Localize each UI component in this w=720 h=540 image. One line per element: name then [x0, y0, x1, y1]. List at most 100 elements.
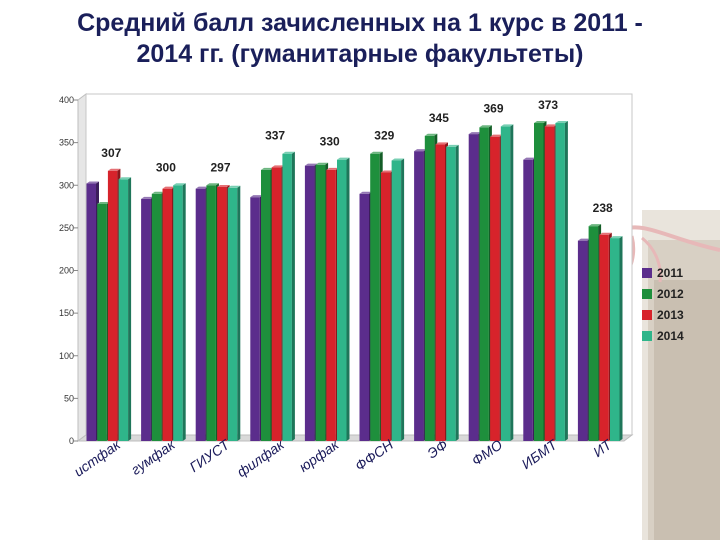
bar-top	[141, 196, 154, 199]
bar-top	[97, 202, 110, 205]
bar-front	[534, 123, 544, 441]
bar-front	[468, 134, 479, 441]
bar	[162, 186, 175, 441]
bar	[500, 124, 514, 442]
bar-top	[195, 186, 209, 189]
bar-side	[510, 124, 514, 442]
bar-side	[182, 183, 186, 441]
bar	[391, 158, 405, 441]
bar-side	[291, 151, 295, 441]
bar-front	[446, 146, 456, 441]
bar-front	[424, 135, 435, 441]
bar	[217, 184, 230, 441]
bar-top	[414, 149, 427, 152]
y-tick-label: 350	[59, 138, 74, 148]
bar-front	[107, 170, 118, 441]
y-tick-label: 0	[69, 436, 74, 446]
bar-top	[173, 183, 186, 186]
bar-front	[359, 193, 369, 441]
y-tick-label: 200	[59, 266, 74, 276]
bar-front	[118, 179, 129, 441]
legend-swatch-2014	[642, 330, 652, 341]
data-label: 373	[538, 98, 558, 112]
bar-front	[173, 185, 183, 441]
legend-label-2012: 2012	[657, 286, 684, 301]
data-label: 300	[156, 160, 176, 174]
bar-top	[391, 158, 405, 161]
bar	[250, 195, 263, 441]
bar-front	[250, 197, 260, 441]
bar-top	[315, 162, 329, 165]
bar-top	[577, 238, 591, 241]
bar-top	[479, 125, 492, 128]
side-wall	[77, 93, 87, 442]
bar-top	[490, 134, 503, 137]
legend: 2011 2012 2013 2014	[642, 262, 684, 346]
chart-title: Средний балл зачисленных на 1 курс в 201…	[0, 8, 720, 70]
chart-title-line-2: 2014 гг. (гуманитарные факультеты)	[136, 40, 584, 68]
bar	[588, 224, 602, 441]
bar-top	[424, 133, 438, 136]
bar	[173, 183, 186, 441]
legend-label-2011: 2011	[657, 265, 684, 280]
bar-side	[237, 185, 241, 441]
y-tick-label: 400	[59, 95, 74, 105]
bar-front	[337, 159, 347, 442]
legend-label-2013: 2013	[657, 307, 684, 322]
bar-front	[315, 164, 326, 442]
bar-front	[380, 172, 391, 441]
bar-top	[107, 168, 121, 171]
bar-top	[359, 191, 372, 194]
data-label: 307	[101, 146, 121, 160]
bar-front	[304, 165, 315, 441]
data-label: 330	[320, 135, 340, 149]
bar-top	[523, 157, 536, 160]
bar-front	[326, 169, 336, 441]
bar-top	[337, 157, 350, 160]
bar	[304, 163, 318, 441]
bar-top	[370, 151, 383, 154]
bar	[577, 238, 591, 441]
bar-top	[446, 144, 459, 147]
legend-item-2011: 2011	[642, 262, 684, 283]
bar	[118, 177, 132, 441]
bar	[282, 151, 295, 441]
bar-front	[391, 160, 402, 441]
bar-top	[162, 186, 175, 189]
bar-top	[500, 124, 514, 127]
bar	[479, 125, 492, 441]
bar-front	[435, 144, 445, 441]
ribbon-decoration-image	[621, 210, 720, 540]
bar	[271, 165, 285, 441]
x-tick-label: гумфак	[128, 436, 179, 478]
bar-front	[479, 127, 489, 441]
legend-swatch-2012	[642, 288, 652, 299]
bar-front	[544, 126, 555, 442]
x-tick-label: ФФСН	[352, 436, 397, 474]
bar-top	[468, 132, 482, 135]
bar-top	[435, 142, 448, 145]
bar	[490, 134, 503, 441]
bar	[523, 157, 536, 442]
bar-top	[217, 184, 230, 187]
bar-front	[282, 153, 292, 441]
bar	[227, 185, 241, 441]
chart-title-line-1: Средний балл зачисленных на 1 курс в 201…	[77, 9, 643, 37]
bar-front	[370, 153, 380, 441]
bar-top	[326, 167, 339, 170]
legend-item-2014: 2014	[642, 325, 684, 346]
bar-front	[577, 240, 588, 441]
bar-top	[599, 232, 612, 235]
bar-front	[555, 123, 565, 441]
bar-top	[610, 236, 623, 239]
bar	[435, 142, 448, 441]
y-tick-label: 150	[59, 308, 74, 318]
bar-front	[227, 187, 238, 441]
bar-top	[250, 195, 263, 198]
bar	[446, 144, 459, 441]
bar-top	[271, 165, 285, 168]
bar-top	[206, 183, 219, 186]
bar-top	[380, 170, 394, 173]
bar	[97, 202, 110, 441]
data-label: 337	[265, 129, 285, 143]
